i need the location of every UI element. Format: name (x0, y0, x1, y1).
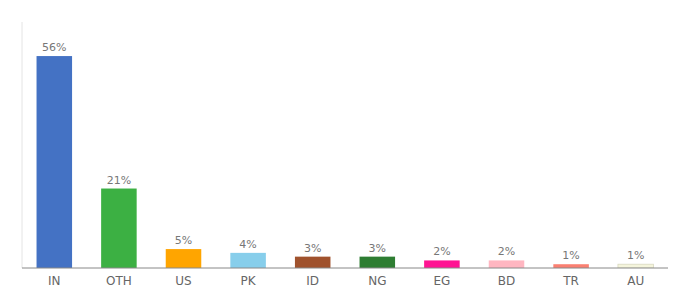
x-tick-label: ID (306, 274, 319, 288)
x-tick-label: US (175, 274, 191, 288)
x-tick-label: BD (498, 274, 515, 288)
bar (618, 264, 654, 268)
data-label: 1% (627, 249, 644, 262)
x-tick-label: IN (48, 274, 61, 288)
x-tick-label: TR (562, 274, 579, 288)
x-axis-line (22, 268, 668, 269)
data-label: 4% (239, 238, 256, 251)
bars (37, 56, 654, 268)
x-tick-label: AU (627, 274, 644, 288)
x-tick-label: OTH (106, 274, 132, 288)
bar (360, 257, 396, 268)
data-label: 2% (498, 245, 515, 258)
bar (553, 264, 589, 268)
data-label: 1% (562, 249, 579, 262)
data-label: 3% (304, 242, 321, 255)
data-label: 2% (433, 245, 450, 258)
x-tick-label: PK (241, 274, 257, 288)
data-label: 21% (107, 174, 131, 187)
bar (295, 257, 331, 268)
chart-container: IN OTH US PK ID NG EG BD TR AU 56% 21% 5% 4% 3% 3% 2% 2% 1… (0, 0, 680, 300)
bar (37, 56, 73, 268)
bar (101, 189, 137, 268)
data-label: 5% (175, 234, 192, 247)
x-tick-label: NG (368, 274, 386, 288)
bar (166, 249, 202, 268)
bar (230, 253, 266, 268)
chart: IN OTH US PK ID NG EG BD TR AU 56% 21% 5% 4% 3% 3% 2% 2% 1… (0, 0, 680, 300)
x-tick-label: EG (433, 274, 450, 288)
bar (424, 260, 460, 268)
bar (489, 260, 525, 268)
data-label: 3% (369, 242, 386, 255)
y-axis-line (22, 22, 23, 268)
data-label: 56% (42, 41, 66, 54)
